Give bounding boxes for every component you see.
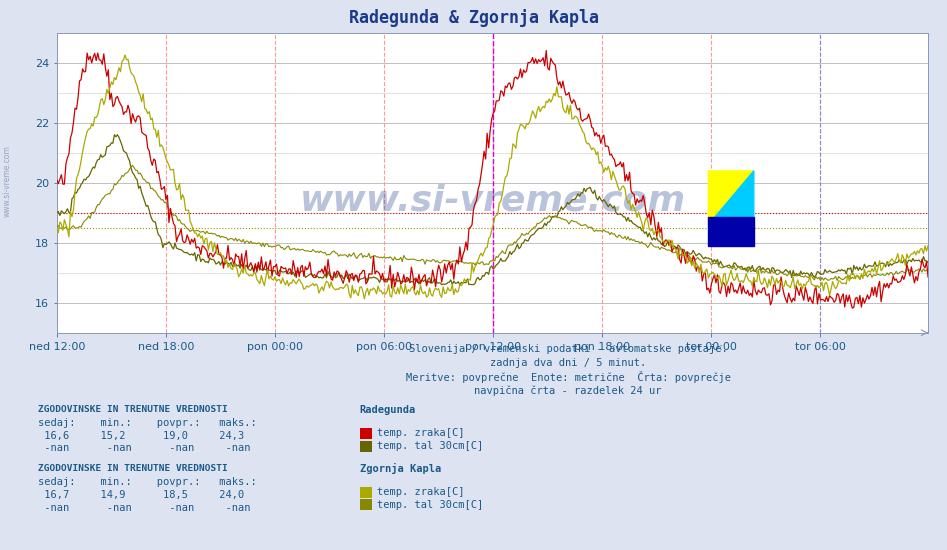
Text: Slovenija / vremenski podatki - avtomatske postaje.: Slovenija / vremenski podatki - avtomats… [409,344,727,354]
Text: Meritve: povprečne  Enote: metrične  Črta: povprečje: Meritve: povprečne Enote: metrične Črta:… [405,371,731,383]
Text: sedaj:    min.:    povpr.:   maks.:: sedaj: min.: povpr.: maks.: [38,419,257,428]
Text: Radegunda & Zgornja Kapla: Radegunda & Zgornja Kapla [348,9,599,27]
Polygon shape [708,171,754,225]
Polygon shape [708,171,754,225]
Text: Radegunda: Radegunda [360,405,416,415]
Text: www.si-vreme.com: www.si-vreme.com [3,146,12,217]
Text: temp. tal 30cm[C]: temp. tal 30cm[C] [377,441,483,451]
Text: -nan      -nan      -nan     -nan: -nan -nan -nan -nan [38,443,250,453]
Text: Zgornja Kapla: Zgornja Kapla [360,463,441,474]
Text: temp. tal 30cm[C]: temp. tal 30cm[C] [377,500,483,510]
Text: sedaj:    min.:    povpr.:   maks.:: sedaj: min.: povpr.: maks.: [38,477,257,487]
Bar [708,217,754,246]
Text: 16,7     14,9      18,5     24,0: 16,7 14,9 18,5 24,0 [38,490,244,500]
Text: temp. zraka[C]: temp. zraka[C] [377,428,464,438]
Text: zadnja dva dni / 5 minut.: zadnja dva dni / 5 minut. [491,358,646,368]
Text: ZGODOVINSKE IN TRENUTNE VREDNOSTI: ZGODOVINSKE IN TRENUTNE VREDNOSTI [38,405,227,414]
Text: ZGODOVINSKE IN TRENUTNE VREDNOSTI: ZGODOVINSKE IN TRENUTNE VREDNOSTI [38,464,227,473]
Text: www.si-vreme.com: www.si-vreme.com [299,184,686,218]
Text: navpična črta - razdelek 24 ur: navpična črta - razdelek 24 ur [474,385,662,396]
Text: 16,6     15,2      19,0     24,3: 16,6 15,2 19,0 24,3 [38,431,244,441]
Text: temp. zraka[C]: temp. zraka[C] [377,487,464,497]
Text: -nan      -nan      -nan     -nan: -nan -nan -nan -nan [38,503,250,513]
